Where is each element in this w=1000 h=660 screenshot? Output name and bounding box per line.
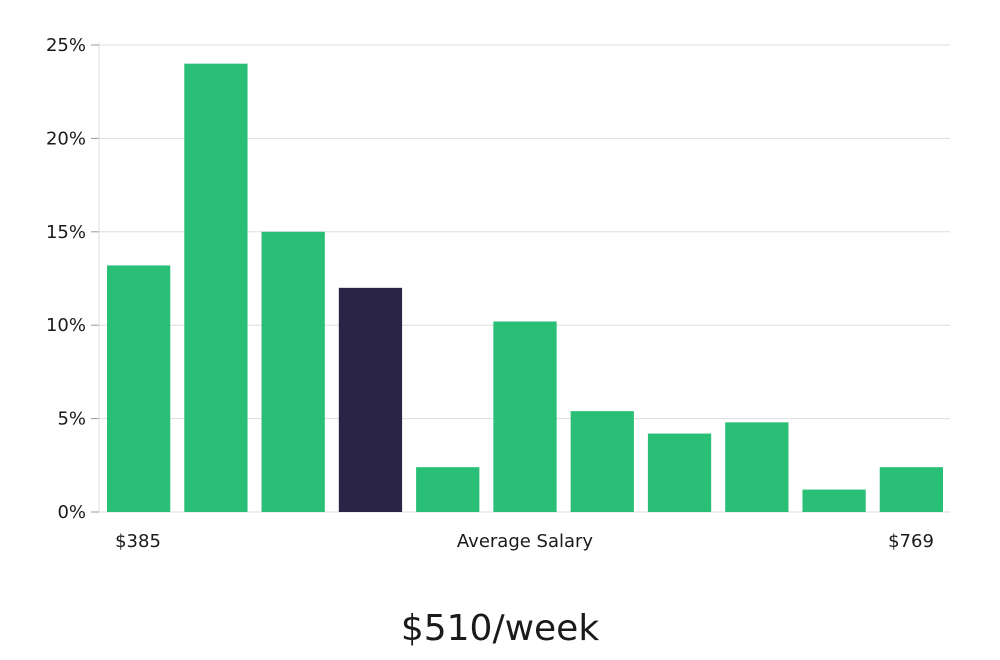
y-tick-label: 10% bbox=[46, 315, 86, 336]
bar bbox=[416, 467, 480, 512]
bar bbox=[879, 467, 943, 512]
bar bbox=[107, 265, 171, 512]
bar bbox=[261, 231, 325, 513]
x-max-label: $769 bbox=[888, 531, 934, 552]
bars bbox=[107, 63, 943, 513]
average-salary-value: $510/week bbox=[400, 608, 600, 649]
bar bbox=[184, 63, 248, 513]
x-min-label: $385 bbox=[115, 531, 161, 552]
bar-highlighted bbox=[338, 287, 403, 512]
bar bbox=[647, 433, 712, 512]
bar bbox=[493, 321, 557, 512]
x-axis-title: Average Salary bbox=[457, 531, 594, 552]
y-tick-label: 5% bbox=[57, 409, 86, 430]
y-tick-label: 15% bbox=[46, 222, 86, 243]
bar bbox=[802, 489, 866, 512]
bar bbox=[725, 422, 789, 512]
y-tick-label: 0% bbox=[57, 502, 86, 523]
y-axis-ticks: 0% 5% 10% 15% 20% 25% bbox=[46, 35, 99, 523]
y-tick-label: 25% bbox=[46, 35, 86, 56]
y-tick-label: 20% bbox=[46, 128, 86, 149]
bar bbox=[570, 411, 634, 512]
